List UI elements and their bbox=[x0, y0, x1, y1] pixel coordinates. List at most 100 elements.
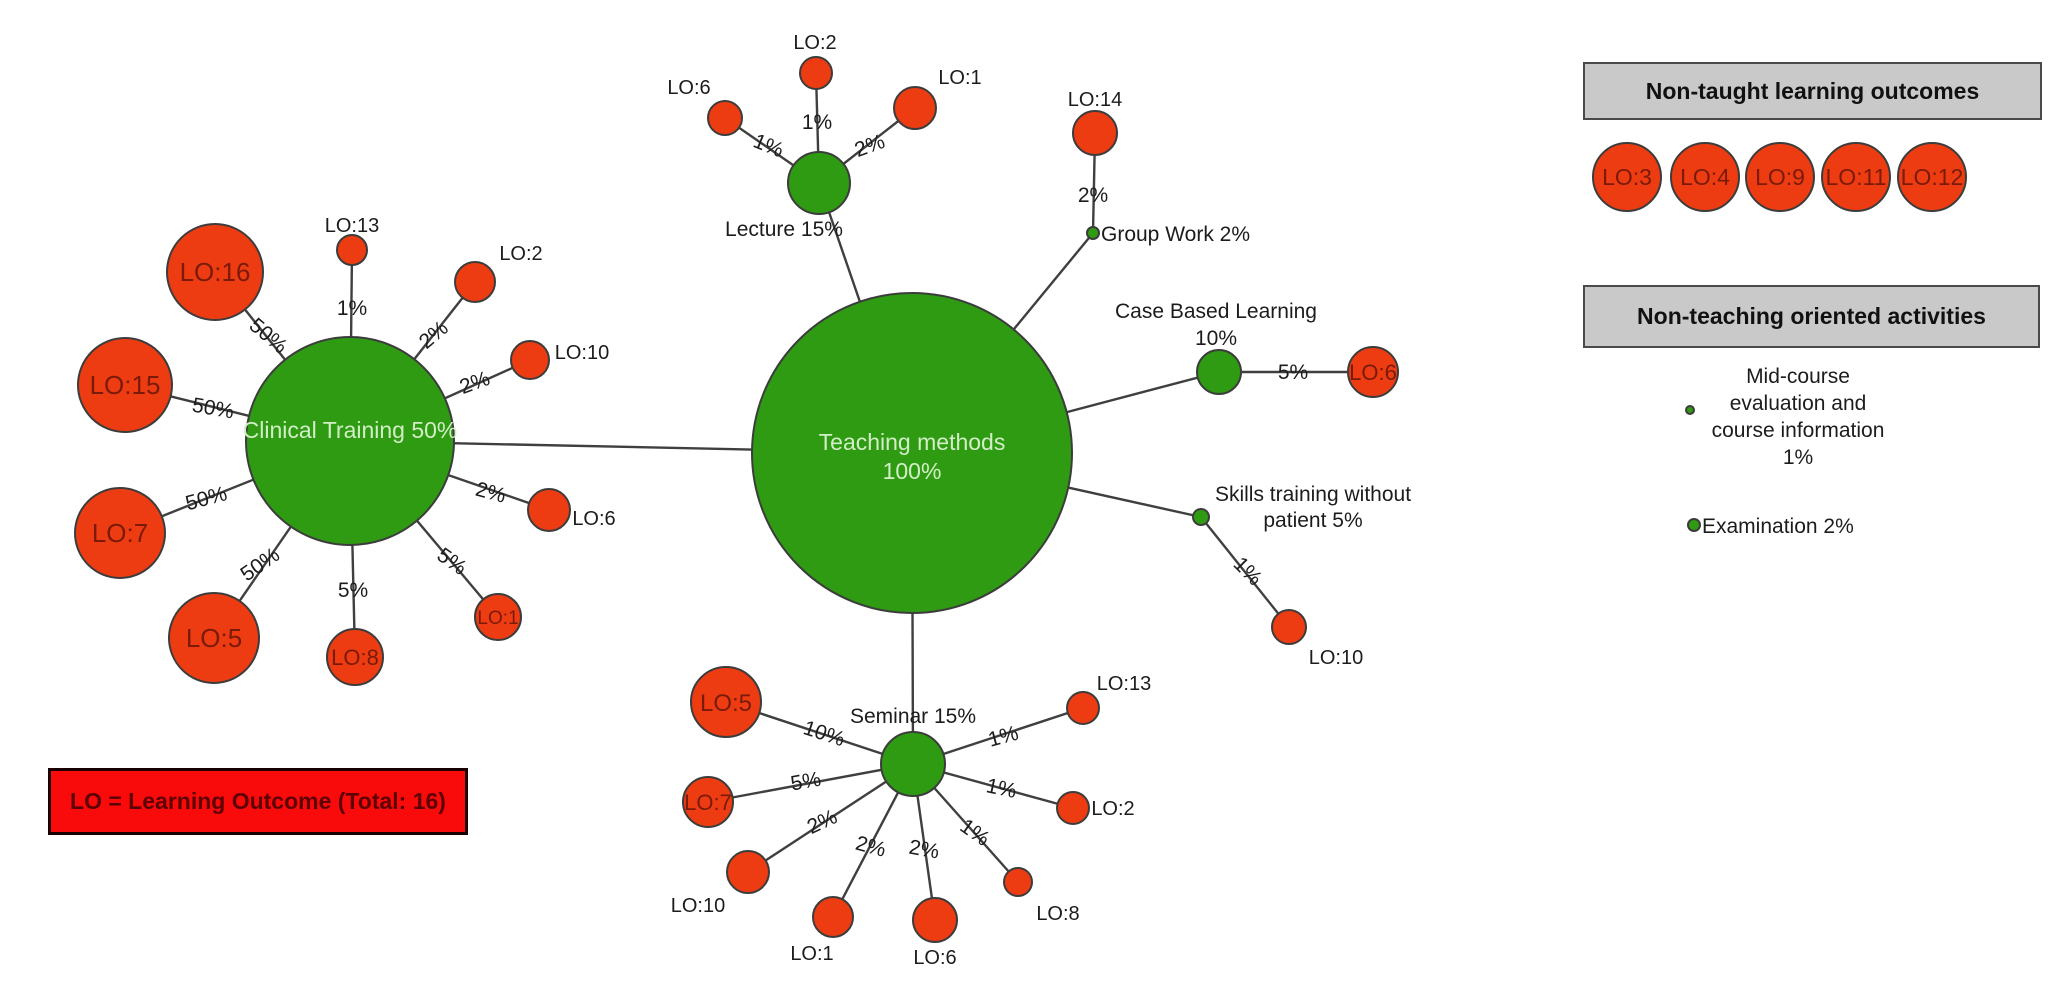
node-leg-lo3 bbox=[1592, 142, 1662, 212]
node-label-seminar: Seminar 15% bbox=[850, 705, 976, 728]
edge-label-clinical-training--cl-lo5: 50% bbox=[236, 543, 284, 586]
node-examination bbox=[1687, 518, 1701, 532]
node-label-cl-lo16: LO:16 bbox=[180, 257, 251, 287]
legend-non-teaching-header: Non-teaching oriented activities bbox=[1583, 285, 2040, 348]
edge-label-seminar--sem-lo10: 2% bbox=[804, 805, 841, 839]
edge-label-seminar--sem-lo13: 1% bbox=[986, 722, 1021, 752]
node-lec-lo2 bbox=[799, 56, 833, 90]
edge-label-case-based-learning--cbl-lo6: 5% bbox=[1278, 361, 1308, 384]
node-label-sem-lo8: LO:8 bbox=[1036, 903, 1079, 925]
node-cl-lo10 bbox=[510, 340, 550, 380]
abbreviation-box: LO = Learning Outcome (Total: 16) bbox=[48, 768, 468, 835]
node-sem-lo10 bbox=[726, 850, 770, 894]
node-label-lec-lo1: LO:1 bbox=[938, 67, 981, 89]
edge-label-seminar--sem-lo6: 2% bbox=[907, 836, 941, 864]
node-cl-lo1 bbox=[474, 593, 522, 641]
node-label-examination: Examination 2% bbox=[1702, 515, 1854, 538]
node-sem-lo5 bbox=[690, 666, 762, 738]
node-label-sem-lo13: LO:13 bbox=[1097, 673, 1151, 695]
node-label-leg-lo9: LO:9 bbox=[1755, 164, 1805, 190]
legend-non-taught-header: Non-taught learning outcomes bbox=[1583, 62, 2042, 120]
node-label-lecture: Lecture 15% bbox=[725, 218, 843, 241]
node-lecture bbox=[787, 151, 851, 215]
node-cl-lo15 bbox=[77, 337, 173, 433]
node-label-lec-lo2: LO:2 bbox=[793, 32, 836, 54]
node-label-cl-lo7: LO:7 bbox=[92, 518, 148, 548]
node-label-cl-lo10: LO:10 bbox=[555, 342, 609, 364]
node-label-leg-lo4: LO:4 bbox=[1680, 164, 1730, 190]
node-teaching-methods bbox=[751, 292, 1073, 614]
node-label-leg-lo11: LO:11 bbox=[1826, 164, 1887, 190]
node-cl-lo6 bbox=[527, 488, 571, 532]
node-sem-lo1 bbox=[812, 896, 854, 938]
node-cl-lo8 bbox=[326, 628, 384, 686]
node-cl-lo16 bbox=[166, 223, 264, 321]
node-label-cl-lo2: LO:2 bbox=[499, 243, 542, 265]
edge-skills-training--sk-lo10 bbox=[1200, 516, 1290, 628]
edge-label-seminar--sem-lo7: 5% bbox=[789, 768, 823, 796]
node-label-cl-lo8: LO:8 bbox=[331, 645, 379, 670]
edge-label-clinical-training--cl-lo16: 50% bbox=[245, 314, 292, 359]
edge-label-clinical-training--cl-lo8: 5% bbox=[338, 579, 368, 602]
node-cl-lo7 bbox=[74, 487, 166, 579]
node-label-cl-lo1: LO:1 bbox=[477, 608, 518, 629]
node-cl-lo5 bbox=[168, 592, 260, 684]
node-label-sem-lo10: LO:10 bbox=[671, 895, 725, 917]
node-label-group-work: Group Work 2% bbox=[1101, 223, 1250, 246]
edge-label-group-work--gw-lo14: 2% bbox=[1078, 184, 1108, 207]
node-label-cl-lo5: LO:5 bbox=[186, 623, 242, 653]
node-label-skills-training: Skills training without patient 5% bbox=[1215, 483, 1411, 532]
node-leg-lo11 bbox=[1821, 142, 1891, 212]
node-label-sem-lo1: LO:1 bbox=[790, 943, 833, 965]
node-label-sem-lo7: LO:7 bbox=[684, 790, 732, 815]
node-sk-lo10 bbox=[1271, 609, 1307, 645]
node-clinical-training bbox=[245, 336, 455, 546]
node-label-sem-lo2: LO:2 bbox=[1091, 798, 1134, 820]
edge-label-clinical-training--cl-lo2: 2% bbox=[415, 316, 453, 353]
node-leg-lo9 bbox=[1745, 142, 1815, 212]
edge-label-seminar--sem-lo2: 1% bbox=[984, 774, 1018, 803]
node-cbl-lo6 bbox=[1347, 346, 1399, 398]
node-label-leg-lo3: LO:3 bbox=[1602, 164, 1652, 190]
node-label-cl-lo15: LO:15 bbox=[90, 370, 161, 400]
edge-seminar--sem-lo7 bbox=[707, 762, 914, 804]
node-lec-lo1 bbox=[893, 86, 937, 130]
node-leg-lo4 bbox=[1670, 142, 1740, 212]
edge-label-clinical-training--cl-lo10: 2% bbox=[457, 367, 493, 399]
node-label-midcourse-evaluation: Mid-course evaluation and course informati… bbox=[1712, 365, 1885, 469]
node-label-clinical-training: Clinical Training 50% bbox=[243, 417, 458, 443]
edge-label-clinical-training--cl-lo7: 50% bbox=[183, 482, 230, 515]
node-label-lec-lo6: LO:6 bbox=[667, 77, 710, 99]
node-gw-lo14 bbox=[1072, 110, 1118, 156]
node-label-cl-lo6: LO:6 bbox=[572, 508, 615, 530]
node-seminar bbox=[880, 731, 946, 797]
node-lec-lo6 bbox=[707, 100, 743, 136]
node-skills-training bbox=[1192, 508, 1210, 526]
edge-label-seminar--sem-lo1: 2% bbox=[853, 832, 888, 862]
node-cl-lo13 bbox=[336, 234, 368, 266]
node-group-work bbox=[1086, 226, 1100, 240]
node-label-cbl-lo6: LO:6 bbox=[1349, 360, 1397, 385]
node-cl-lo2 bbox=[454, 261, 496, 303]
node-sem-lo8 bbox=[1003, 867, 1033, 897]
node-sem-lo13 bbox=[1066, 691, 1100, 725]
node-label-cl-lo13: LO:13 bbox=[325, 215, 379, 237]
edge-label-clinical-training--cl-lo15: 50% bbox=[190, 394, 235, 424]
node-leg-lo12 bbox=[1897, 142, 1967, 212]
node-label-sem-lo5: LO:5 bbox=[700, 690, 752, 717]
node-label-sem-lo6: LO:6 bbox=[913, 947, 956, 969]
node-label-gw-lo14: LO:14 bbox=[1068, 89, 1122, 111]
node-label-case-based-learning: Case Based Learning 10% bbox=[1115, 300, 1317, 350]
node-midcourse-evaluation bbox=[1685, 405, 1695, 415]
node-sem-lo2 bbox=[1056, 791, 1090, 825]
edge-label-clinical-training--cl-lo13: 1% bbox=[337, 297, 367, 320]
edge-label-lecture--lec-lo2: 1% bbox=[802, 111, 832, 134]
node-label-leg-lo12: LO:12 bbox=[1901, 164, 1964, 190]
node-sem-lo6 bbox=[912, 897, 958, 943]
edge-label-clinical-training--cl-lo6: 2% bbox=[473, 478, 508, 508]
node-case-based-learning bbox=[1196, 349, 1242, 395]
node-sem-lo7 bbox=[682, 776, 734, 828]
node-label-teaching-methods: Teaching methods 100% bbox=[819, 429, 1006, 484]
